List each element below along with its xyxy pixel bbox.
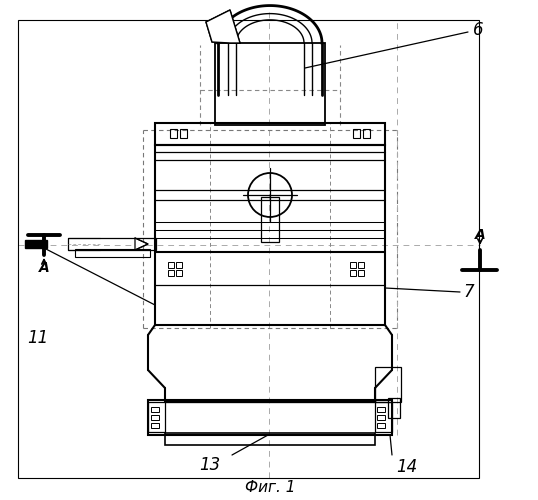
Bar bbox=[155, 145, 385, 325]
Bar bbox=[176, 262, 182, 268]
Text: A: A bbox=[475, 228, 485, 242]
Text: 13: 13 bbox=[200, 456, 221, 474]
Bar bbox=[168, 262, 174, 268]
Polygon shape bbox=[135, 238, 148, 250]
Bar bbox=[148, 402, 165, 432]
Bar bbox=[358, 270, 364, 276]
Bar bbox=[375, 367, 401, 402]
Bar bbox=[170, 129, 177, 138]
Polygon shape bbox=[206, 10, 240, 43]
Bar bbox=[165, 400, 375, 402]
Bar bbox=[353, 129, 360, 138]
Bar bbox=[75, 249, 150, 257]
Bar bbox=[363, 129, 370, 138]
Bar bbox=[168, 270, 174, 276]
Bar bbox=[148, 400, 392, 435]
Bar bbox=[18, 20, 479, 478]
Bar bbox=[377, 407, 385, 412]
Bar bbox=[155, 123, 385, 145]
Bar bbox=[261, 197, 279, 242]
Text: 14: 14 bbox=[397, 458, 417, 476]
Bar bbox=[151, 407, 159, 412]
Bar bbox=[358, 262, 364, 268]
Text: Фиг. 1: Фиг. 1 bbox=[245, 480, 295, 496]
Bar bbox=[25, 240, 47, 248]
Text: 11: 11 bbox=[27, 329, 48, 347]
Bar bbox=[377, 423, 385, 428]
Bar bbox=[215, 43, 325, 125]
Bar bbox=[388, 398, 400, 418]
Bar bbox=[375, 402, 392, 432]
Bar bbox=[180, 129, 187, 138]
Bar bbox=[350, 262, 356, 268]
Bar bbox=[165, 433, 375, 445]
Bar bbox=[151, 415, 159, 420]
Text: 6: 6 bbox=[473, 21, 484, 39]
Bar bbox=[350, 270, 356, 276]
Bar bbox=[176, 270, 182, 276]
Bar bbox=[68, 238, 156, 250]
Bar bbox=[377, 415, 385, 420]
Text: 7: 7 bbox=[463, 283, 473, 301]
Text: A: A bbox=[39, 261, 49, 275]
Bar bbox=[151, 423, 159, 428]
